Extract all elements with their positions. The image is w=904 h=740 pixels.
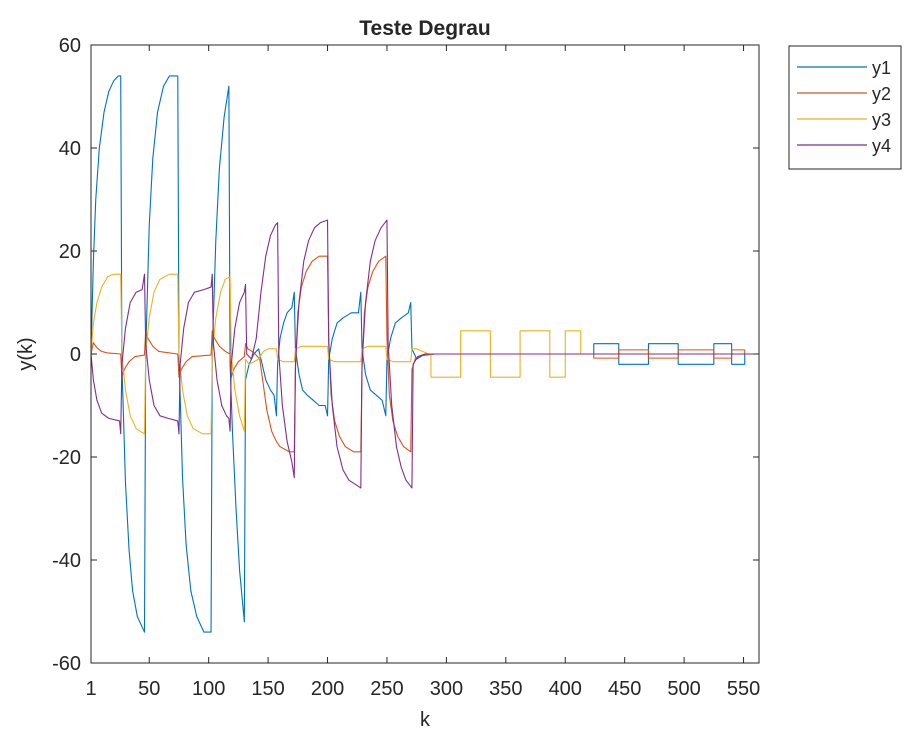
- legend-label-y2: y2: [872, 84, 891, 104]
- y-tick-label: -60: [52, 653, 81, 675]
- x-tick-label: 100: [192, 678, 225, 700]
- y-axis-label: y(k): [15, 337, 37, 370]
- x-tick-label: 500: [667, 678, 700, 700]
- x-tick-label: 250: [370, 678, 403, 700]
- y-tick-label: -20: [52, 447, 81, 469]
- x-axis-label: k: [420, 709, 431, 731]
- legend: y1 y2 y3 y4: [788, 45, 902, 170]
- series-layer: [91, 75, 759, 633]
- x-tick-label: 200: [311, 678, 344, 700]
- y-tick-label: 40: [59, 138, 81, 160]
- series-line-y1: [91, 75, 759, 633]
- y-tick-label: 60: [59, 35, 81, 57]
- series-line-y3: [91, 273, 759, 435]
- legend-label-y3: y3: [872, 110, 891, 130]
- y-tick-label: 0: [70, 344, 81, 366]
- x-tick-label: 550: [727, 678, 760, 700]
- series-line-y4: [91, 219, 759, 489]
- legend-label-y4: y4: [872, 136, 891, 156]
- legend-label-y1: y1: [872, 58, 891, 78]
- x-tick-label: 450: [608, 678, 641, 700]
- x-tick-label: 300: [430, 678, 463, 700]
- x-tick-label: 350: [489, 678, 522, 700]
- x-tick-label: 400: [549, 678, 582, 700]
- x-tick-label: 1: [85, 678, 96, 700]
- chart-title: Teste Degrau: [359, 17, 491, 40]
- y-tick-label: -40: [52, 550, 81, 572]
- x-axis: 1 50 100 150 200 250 300 350 400 450 500 550: [85, 45, 760, 700]
- x-tick-label: 50: [138, 678, 160, 700]
- y-tick-label: 20: [59, 241, 81, 263]
- x-tick-label: 150: [251, 678, 284, 700]
- y-axis: -60 -40 -20 0 20 40 60: [52, 35, 759, 675]
